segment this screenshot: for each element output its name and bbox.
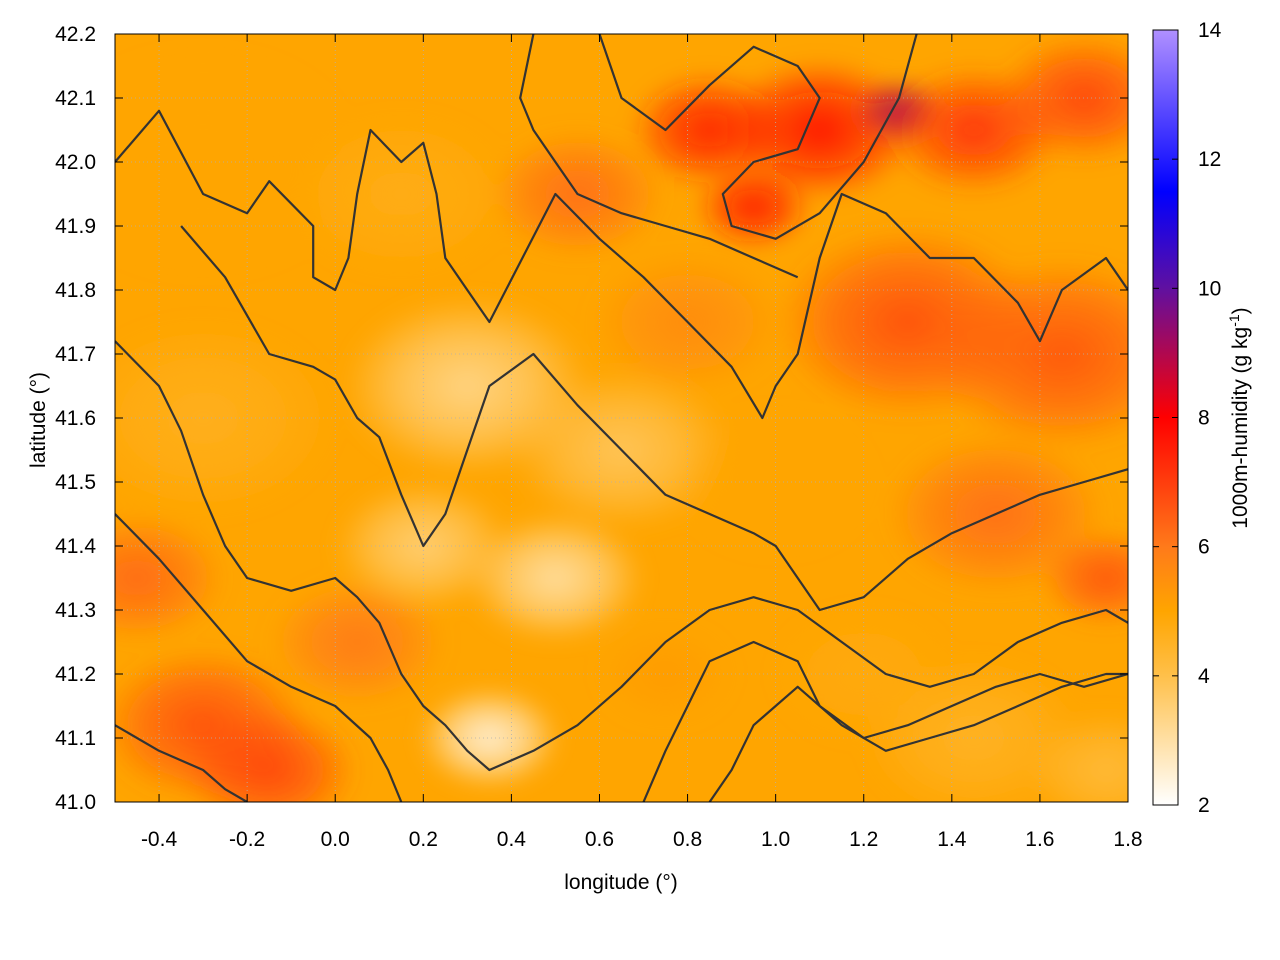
- y-tick-label: 41.3: [55, 599, 96, 622]
- humidity-patch: [929, 258, 1128, 450]
- colorbar-tick-label: 4: [1198, 665, 1210, 688]
- contour-line: [115, 340, 1128, 772]
- colorbar-tick-label: 12: [1198, 148, 1221, 171]
- contour-line: [642, 640, 1128, 802]
- x-tick-label: 1.6: [1025, 828, 1054, 851]
- humidity-patch: [995, 34, 1128, 162]
- contour-line: [519, 34, 799, 279]
- humidity-patch: [291, 114, 512, 274]
- y-tick-label: 41.0: [55, 791, 96, 814]
- grid-lines: [115, 34, 1128, 802]
- humidity-patch: [696, 165, 811, 249]
- colorbar-label-exponent: -1: [1226, 314, 1242, 327]
- contour-line: [115, 513, 403, 802]
- contour-line: [180, 225, 1128, 612]
- x-tick-label: 0.8: [673, 828, 702, 851]
- x-tick-label: 1.0: [761, 828, 790, 851]
- x-tick-label: 1.2: [849, 828, 878, 851]
- humidity-patch: [1026, 712, 1128, 802]
- colorbar-tick-label: 14: [1198, 19, 1222, 42]
- x-tick-label: 1.8: [1113, 828, 1142, 851]
- contour-line: [115, 109, 1128, 420]
- y-axis-label: latitude (°): [27, 372, 50, 468]
- x-tick-label: 0.0: [321, 828, 350, 851]
- contour-line: [708, 672, 1128, 802]
- y-tick-label: 41.4: [55, 535, 96, 558]
- colorbar-ticks: 2 4 6 8 10 12 14: [1153, 19, 1222, 817]
- colorbar-tick-label: 8: [1198, 407, 1210, 430]
- humidity-patch: [115, 322, 336, 514]
- colorbar-label-main: 1000m-humidity (g kg: [1229, 327, 1252, 529]
- y-tick-label: 41.9: [55, 215, 96, 238]
- colorbar-tick-label: 6: [1198, 536, 1210, 559]
- y-tick-label: 41.7: [55, 343, 96, 366]
- y-tick-label: 41.5: [55, 471, 96, 494]
- x-tick-label: 0.6: [585, 828, 614, 851]
- humidity-patch: [115, 514, 226, 642]
- y-tick-label: 42.2: [55, 23, 96, 46]
- x-axis-label: longitude (°): [564, 871, 677, 894]
- humidity-patch: [418, 686, 560, 790]
- y-tick-label: 41.2: [55, 663, 96, 686]
- axis-ticks: -0.4 -0.2 0.0 0.2 0.4 0.6 0.8 1.0 1.2 1.4 1.6 1.8 41…: [55, 23, 1142, 851]
- contour-lines: [115, 34, 1128, 802]
- y-tick-label: 41.8: [55, 279, 96, 302]
- x-tick-label: -0.2: [229, 828, 265, 851]
- colorbar-label: 1000m-humidity (g kg-1): [1226, 307, 1252, 528]
- colorbar-label-close: ): [1229, 307, 1252, 314]
- colorbar-tick-label: 2: [1198, 794, 1210, 817]
- x-tick-label: 0.4: [497, 828, 527, 851]
- y-tick-label: 41.1: [55, 727, 96, 750]
- humidity-patch: [181, 706, 358, 802]
- colorbar-tick-label: 10: [1198, 277, 1221, 300]
- contour-line: [598, 34, 918, 240]
- contour-line: [115, 724, 248, 802]
- y-tick-label: 41.6: [55, 407, 96, 430]
- x-tick-label: 0.2: [409, 828, 438, 851]
- y-tick-label: 42.0: [55, 151, 96, 174]
- x-tick-label: -0.4: [141, 828, 178, 851]
- humidity-patch: [599, 626, 732, 722]
- humidity-field: [115, 34, 1128, 802]
- x-tick-label: 1.4: [937, 828, 967, 851]
- humidity-patch: [1039, 530, 1128, 626]
- y-tick-label: 42.1: [55, 87, 96, 110]
